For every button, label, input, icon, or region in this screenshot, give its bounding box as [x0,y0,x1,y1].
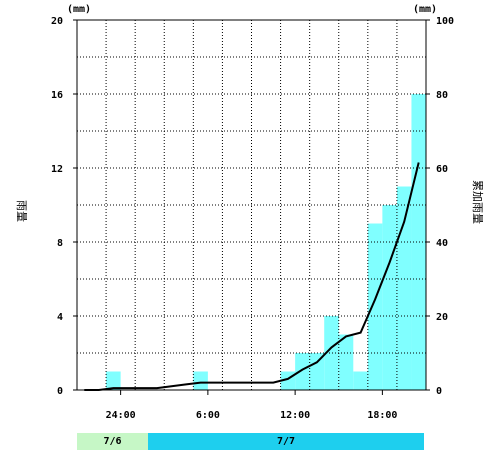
right-tick-label: 20 [436,312,448,323]
right-tick-label: 40 [436,238,448,249]
rain-bar [353,371,368,390]
rain-chart: 0 4 8 12 16 20 0 20 40 60 80 100 24:00 6:00 12:00 18:… [15,4,484,421]
left-tick-label: 12 [51,164,63,175]
rain-bar [338,334,354,390]
rain-bar [193,371,208,390]
x-tick-label: 24:00 [106,410,136,421]
date-7-6: 7/6 [77,433,148,450]
left-axis-title: 雨量 [15,200,28,222]
rain-bar [396,186,412,390]
x-axis: 24:00 6:00 12:00 18:00 [106,390,397,421]
left-tick-label: 20 [51,16,63,27]
x-tick-label: 12:00 [280,410,310,421]
right-tick-label: 0 [436,386,442,397]
plot-frame [76,19,427,391]
rain-bar [295,353,310,390]
right-tick-label: 80 [436,90,448,101]
rain-bar [106,371,121,390]
rain-bar [367,223,383,390]
left-tick-label: 0 [57,386,63,397]
x-tick-label: 18:00 [367,410,397,421]
left-axis: 0 4 8 12 16 20 [51,16,77,397]
rain-bars [106,94,426,390]
right-tick-label: 100 [436,16,454,27]
right-axis: 0 20 40 60 80 100 [426,16,454,397]
rain-bar [324,316,339,390]
left-unit-label: (mm) [67,4,91,15]
grid-lines [77,20,426,390]
left-tick-label: 16 [51,90,63,101]
rain-bar [309,353,325,390]
right-axis-title: 累加雨量 [471,180,484,224]
cumulative-line-group [84,162,420,391]
right-tick-label: 60 [436,164,448,175]
left-tick-label: 8 [57,238,63,249]
rain-bar [382,205,397,390]
left-tick-label: 4 [57,312,63,323]
date-7-7: 7/7 [148,433,424,450]
right-unit-label: (mm) [413,4,437,15]
cumulative-line [84,162,420,391]
x-tick-label: 6:00 [196,410,220,421]
